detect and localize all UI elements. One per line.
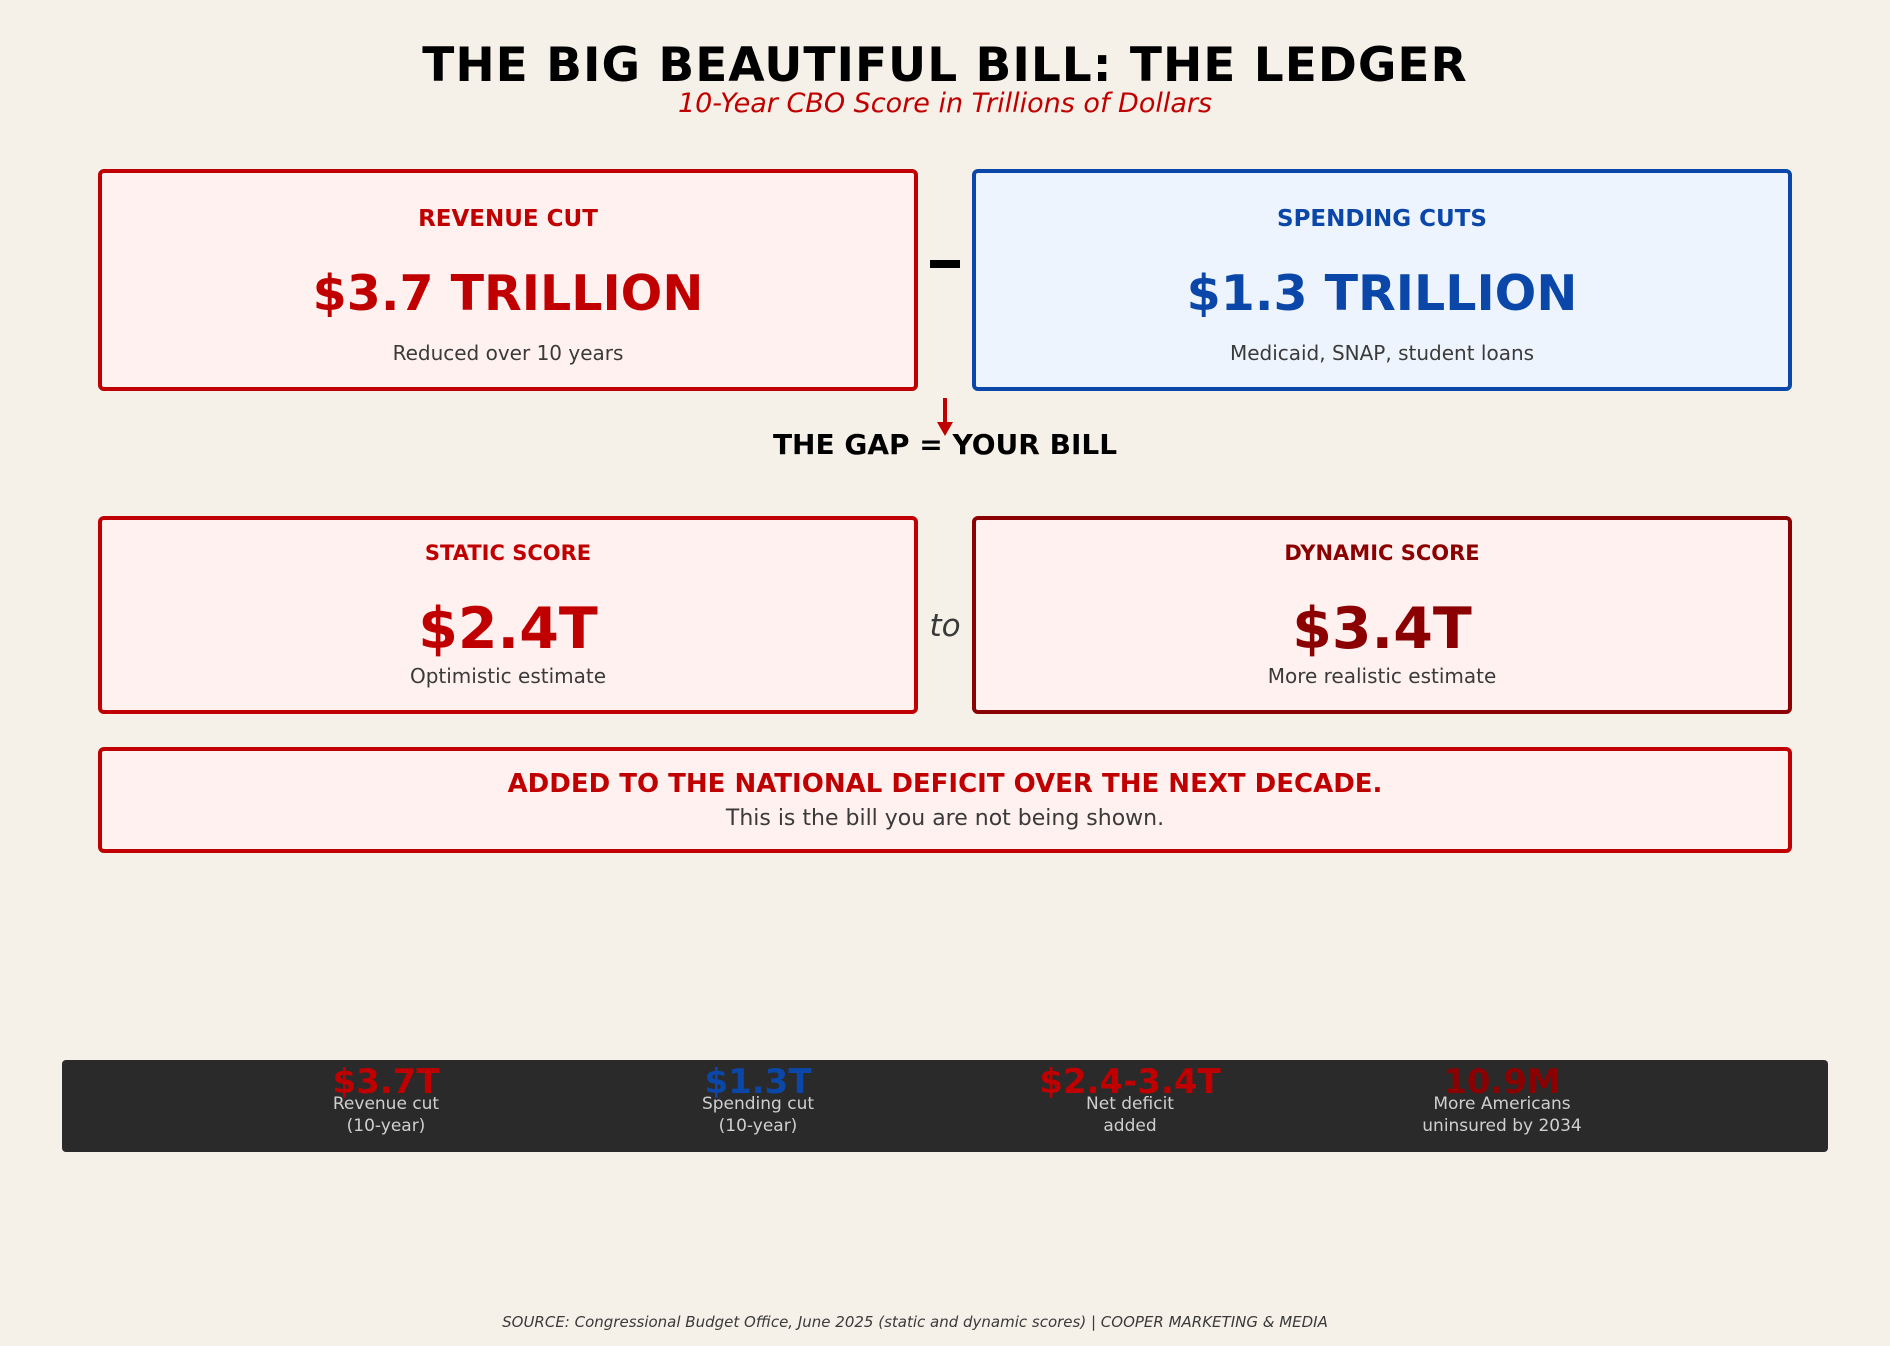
revenue-cut-note: Reduced over 10 years [392, 341, 624, 365]
stat-label: Spending cut (10-year) [701, 1094, 815, 1136]
page-title: THE BIG BEAUTIFUL BILL: THE LEDGER [422, 38, 1468, 93]
stats-bar: $3.7T Revenue cut (10-year) $1.3T Spendi… [62, 1060, 1828, 1152]
static-score-amount: $2.4T [418, 596, 598, 662]
spending-cuts-note: Medicaid, SNAP, student loans [1229, 341, 1535, 365]
static-score-card: STATIC SCORE $2.4T Optimistic estimate [98, 516, 918, 714]
deficit-headline: ADDED TO THE NATIONAL DEFICIT OVER THE N… [507, 769, 1383, 799]
stat-label: Net deficit added [1086, 1094, 1174, 1136]
spending-cuts-heading: SPENDING CUTS [1277, 206, 1487, 232]
stat-value: 10.9M [1443, 1062, 1561, 1102]
page-subtitle: 10-Year CBO Score in Trillions of Dollar… [677, 88, 1213, 119]
stat-value: $2.4-3.4T [1039, 1062, 1221, 1102]
deficit-note: This is the bill you are not being shown… [725, 806, 1165, 831]
dynamic-score-card: DYNAMIC SCORE $3.4T More realistic estim… [972, 516, 1792, 714]
static-score-note: Optimistic estimate [409, 664, 607, 688]
deficit-card: ADDED TO THE NATIONAL DEFICIT OVER THE N… [98, 747, 1792, 853]
spending-cuts-amount: $1.3 TRILLION [1186, 265, 1578, 322]
source-note: SOURCE: Congressional Budget Office, Jun… [502, 1313, 1328, 1331]
stat-label: More Americans uninsured by 2034 [1422, 1094, 1582, 1136]
stat-value: $3.7T [332, 1062, 440, 1102]
revenue-cut-card: REVENUE CUT $3.7 TRILLION Reduced over 1… [98, 169, 918, 391]
dynamic-score-amount: $3.4T [1292, 596, 1472, 662]
revenue-cut-amount: $3.7 TRILLION [312, 265, 704, 322]
static-score-heading: STATIC SCORE [424, 541, 592, 565]
dynamic-score-note: More realistic estimate [1267, 664, 1497, 688]
revenue-cut-heading: REVENUE CUT [418, 206, 598, 232]
stat-label: Revenue cut (10-year) [332, 1094, 440, 1136]
arrow-down-icon [937, 398, 953, 436]
minus-icon [930, 260, 960, 268]
dynamic-score-heading: DYNAMIC SCORE [1284, 541, 1480, 565]
stat-value: $1.3T [704, 1062, 812, 1102]
gap-label: THE GAP = YOUR BILL [772, 428, 1118, 461]
range-word: to [929, 608, 961, 644]
spending-cuts-card: SPENDING CUTS $1.3 TRILLION Medicaid, SN… [972, 169, 1792, 391]
